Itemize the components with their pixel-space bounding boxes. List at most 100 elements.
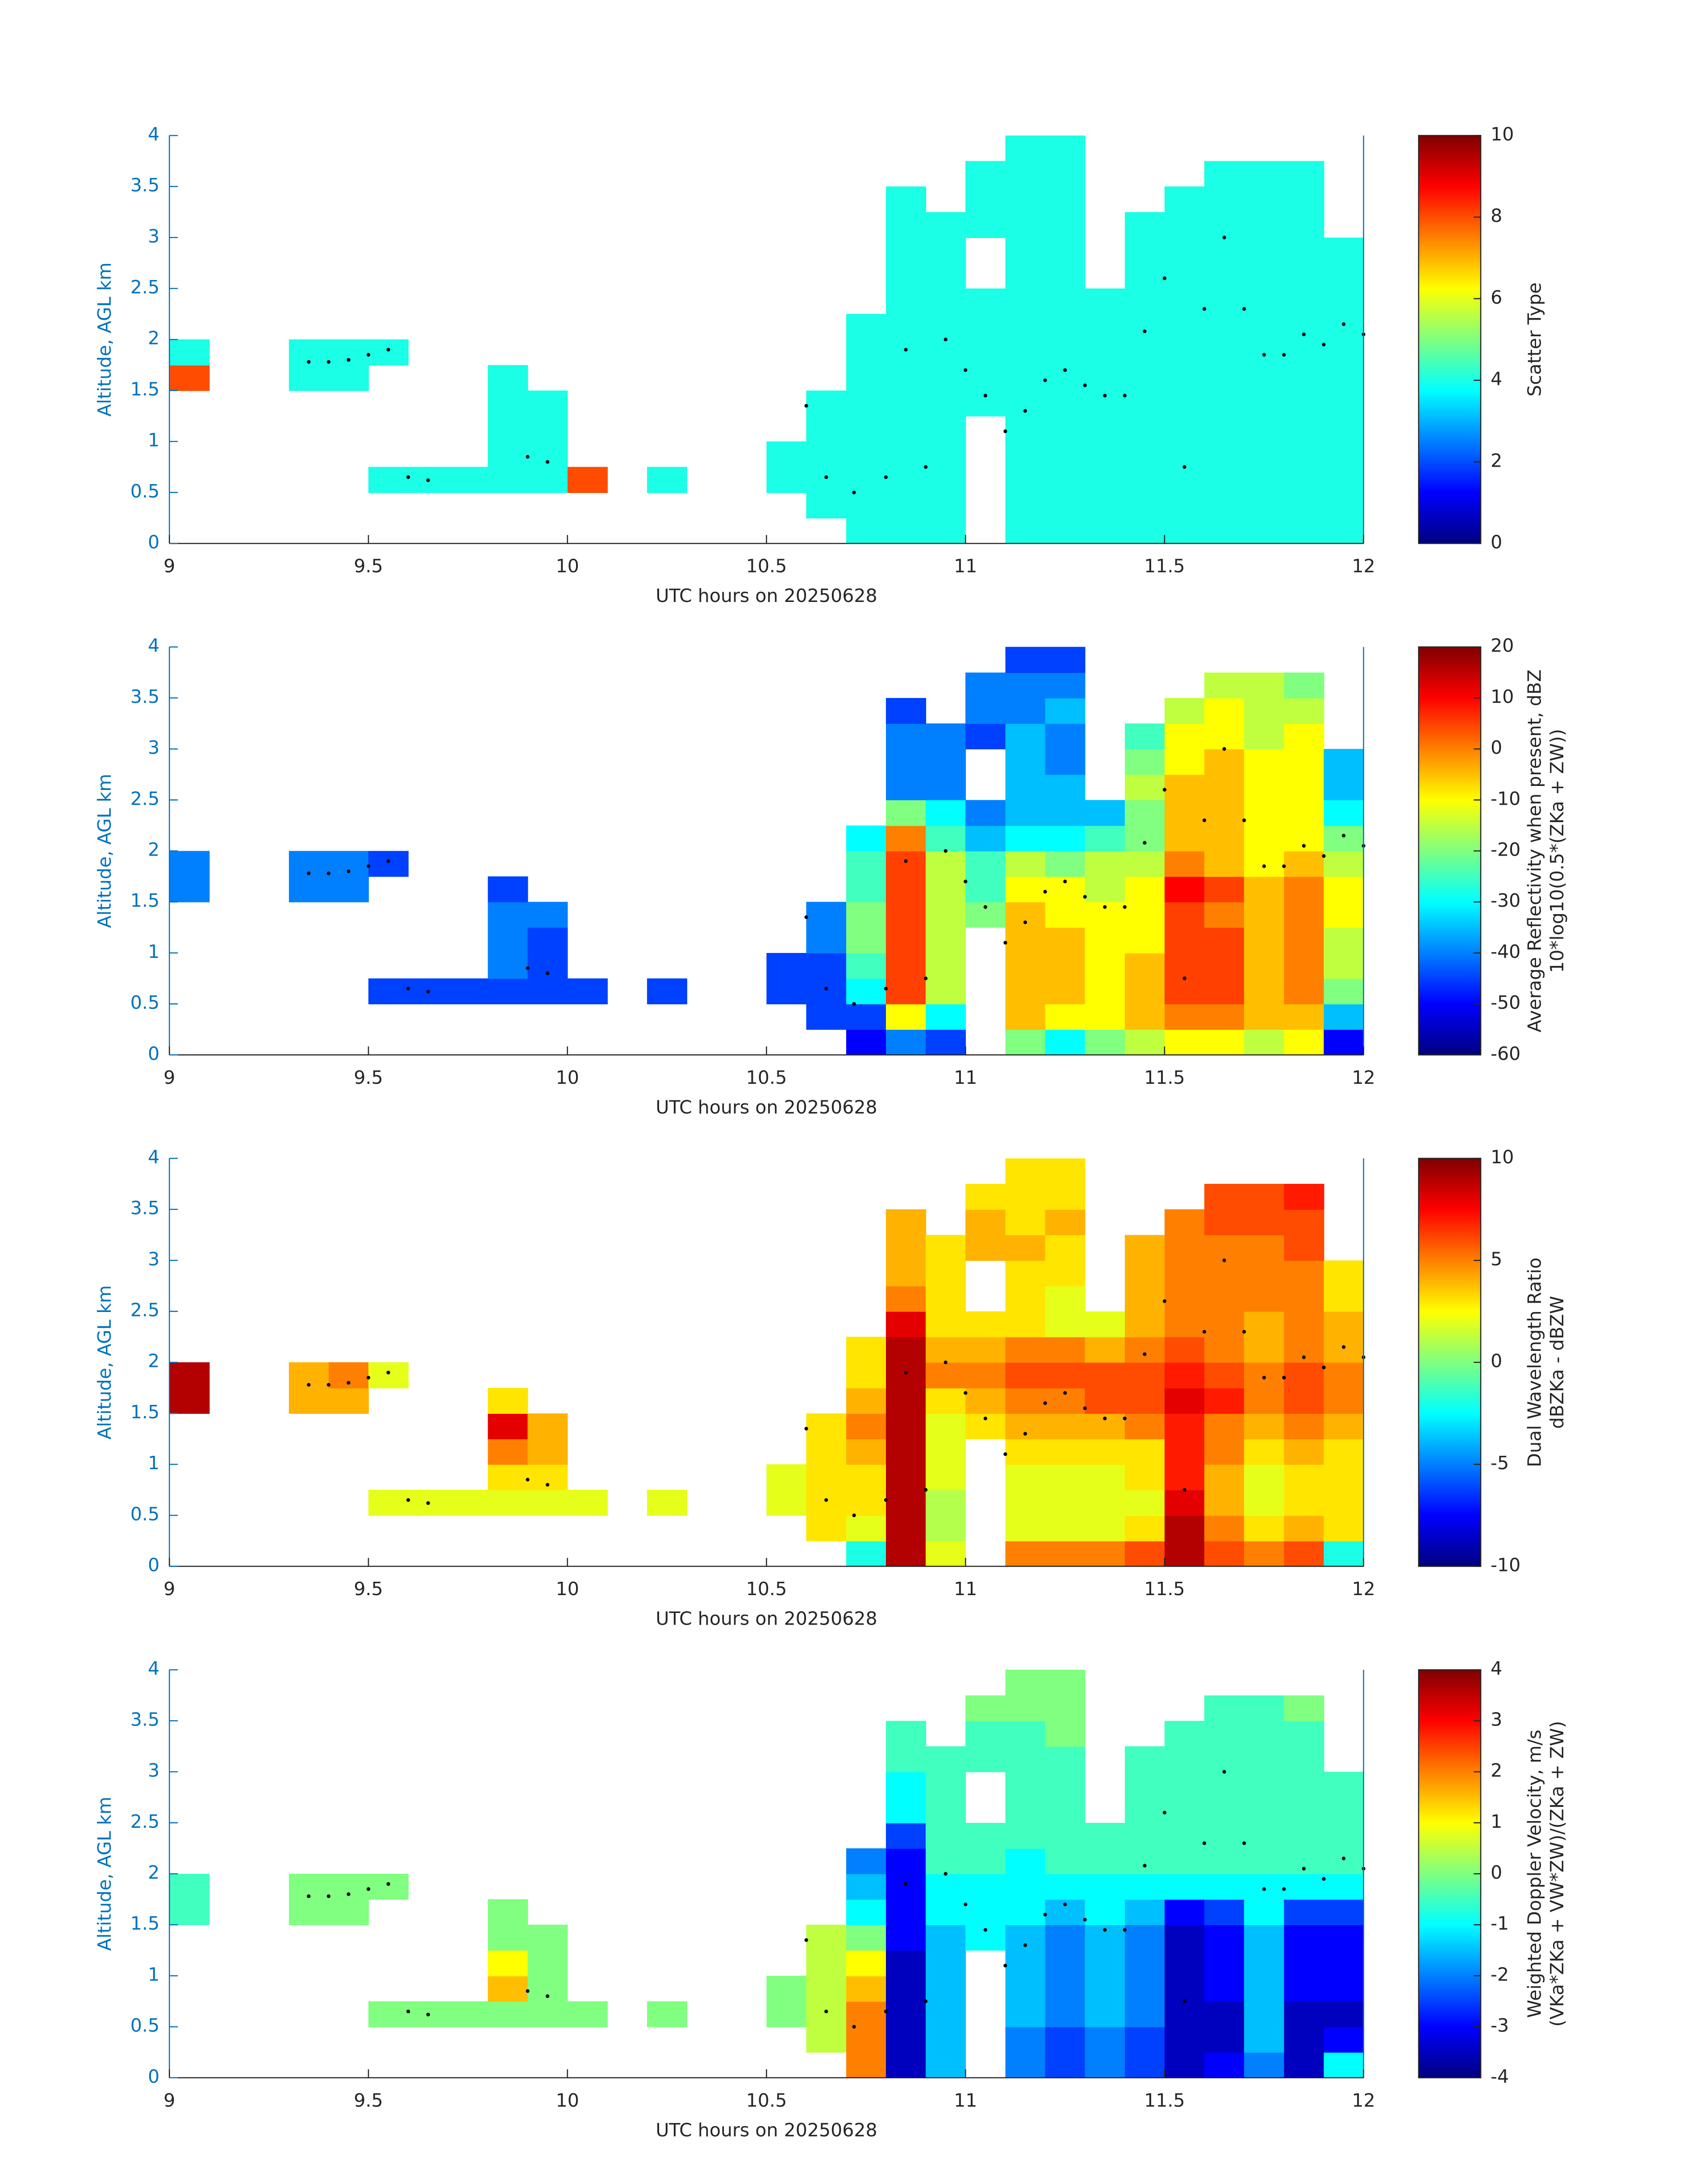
heatmap-cell [885,212,927,238]
heatmap-cell [1284,1029,1324,1056]
heatmap-cell [1005,698,1046,724]
x-axis-label: UTC hours on 20250628 [656,2119,877,2141]
heatmap-cell [1204,1209,1245,1236]
heatmap-cell [846,1925,886,1951]
heatmap-cell [926,1439,966,1465]
cloud-base-point [852,1513,856,1517]
heatmap-cell [1324,1950,1364,1976]
heatmap-cell [926,492,966,518]
x-tick-label: 10 [556,1067,579,1088]
heatmap-cell [1164,1260,1205,1287]
heatmap-cell [1204,1695,1245,1722]
colorbar-tick-label: -60 [1491,1043,1520,1064]
y-tick-label: 3.5 [130,1709,159,1730]
x-tick-label: 12 [1352,1578,1375,1600]
heatmap-cell [1085,1029,1125,1056]
cloud-base-point [1322,1366,1326,1370]
heatmap-cell [885,1950,927,1976]
heatmap-cell [1204,1286,1245,1312]
heatmap-cell [1005,1541,1046,1567]
heatmap-cell [1005,1439,1046,1465]
heatmap-cell [846,2001,886,2027]
cloud-base-point [1341,1856,1346,1860]
heatmap-cell [1244,1772,1285,1798]
heatmap-cell [488,2001,528,2027]
heatmap-cell [885,1464,927,1491]
cloud-base-point [1043,890,1047,894]
cloud-base-point [1162,1810,1167,1815]
heatmap-cell [926,723,966,750]
heatmap-cell [1045,288,1086,315]
heatmap-cell [1204,953,1245,979]
colorbar-label: Scatter Type [1524,282,1545,397]
cloud-base-point [1262,353,1266,357]
heatmap-cell [1324,2001,1364,2027]
heatmap-cell [1085,800,1125,826]
heatmap-cell [1244,1797,1285,1823]
heatmap-cell [1164,1721,1205,1747]
heatmap-cell [1284,1925,1324,1951]
y-tick-label: 1.5 [130,1913,159,1934]
heatmap-cell [488,390,528,417]
heatmap-cell [1124,237,1165,263]
heatmap-cell [1124,1925,1165,1951]
heatmap-cell [1204,1772,1245,1798]
heatmap-cell [926,2027,966,2053]
heatmap-cell [1124,1311,1165,1337]
heatmap-cell [1284,1515,1324,1542]
heatmap-cell [806,1515,847,1542]
heatmap-cell [1244,1721,1285,1747]
heatmap-cell [1244,876,1285,903]
cloud-base-point [1063,1902,1067,1906]
heatmap-cell [926,1464,966,1491]
cloud-base-point [852,1002,856,1006]
heatmap-cell [527,1950,568,1976]
colorbar-tick-label: 2 [1491,450,1502,471]
heatmap-cell [1324,1260,1364,1287]
heatmap-cell [1005,237,1046,263]
heatmap-cell [1244,1286,1285,1312]
x-tick-label: 10.5 [746,1578,787,1600]
heatmap-cell [1244,1490,1285,1516]
colorbar-tick-label: 0 [1491,1862,1502,1883]
cloud-base-point [1043,378,1047,382]
heatmap-cell [1244,237,1285,263]
heatmap-cell [965,1184,1006,1210]
heatmap-cell [1124,978,1165,1005]
cloud-base-point [406,986,410,990]
heatmap-cell [926,876,966,903]
heatmap-cell [965,1387,1006,1414]
heatmap-cell [885,518,927,544]
cloud-base-point [944,849,948,853]
x-tick-label: 10.5 [746,2090,787,2111]
heatmap-cell [1085,851,1125,877]
heatmap-cell [965,1337,1006,1363]
heatmap-cell [368,2001,409,2027]
heatmap-cell [1045,1541,1086,1567]
heatmap-cell [1164,1746,1205,1772]
heatmap-cell [1284,339,1324,366]
heatmap-cell [965,161,1006,187]
colorbar-tick-label: -40 [1491,941,1520,962]
heatmap-cell [885,492,927,518]
heatmap-cell [567,467,608,493]
heatmap-cell [885,876,927,903]
heatmap-cell [1284,1490,1324,1516]
colorbar-tick-label: 4 [1491,368,1502,390]
heatmap-cell [1124,825,1165,852]
heatmap-cell [846,2052,886,2078]
heatmap-cell [1124,723,1165,750]
y-tick-label: 4 [148,635,159,656]
heatmap-cell [1284,1874,1324,1900]
heatmap-cell [1324,339,1364,366]
heatmap-cell [846,876,886,903]
heatmap-cell [885,1976,927,2002]
heatmap-cell [926,1925,966,1951]
heatmap-cell [1124,1260,1165,1287]
heatmap-cell [1324,1439,1364,1465]
heatmap-cell [1124,1464,1165,1491]
heatmap-cell [1085,2027,1125,2053]
heatmap-cell [965,672,1006,698]
heatmap-cell [1204,339,1245,366]
heatmap-cell [806,1004,847,1030]
